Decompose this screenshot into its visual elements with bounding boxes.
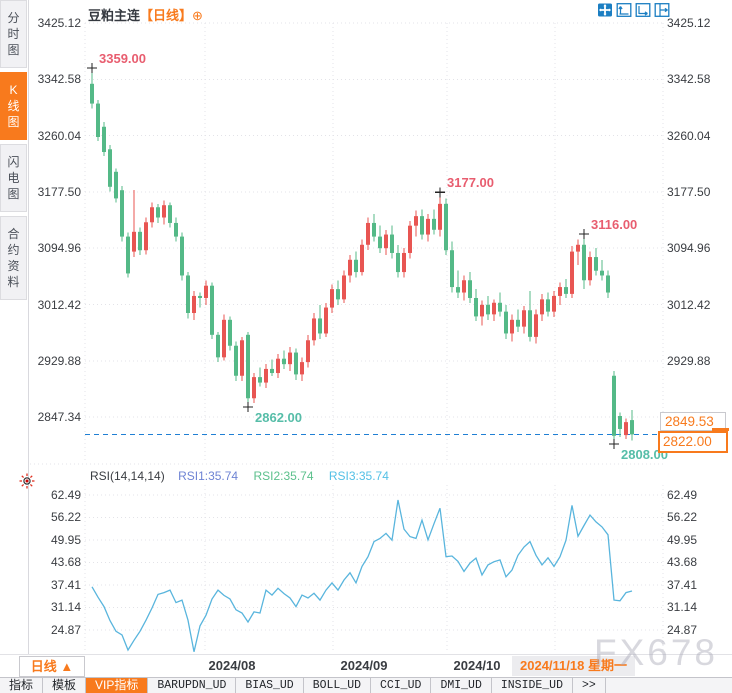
settlement-price-box: 2849.53 [660, 412, 726, 431]
period-selector[interactable]: 日线 ▲ [19, 656, 85, 677]
price-axis-label: 2847.34 [37, 410, 81, 425]
add-indicator-icon[interactable]: ⊕ [192, 8, 203, 23]
rsi2-value: RSI2:35.74 [253, 469, 314, 483]
time-axis-label: 2024/10 [453, 658, 501, 673]
alarm-icon [19, 473, 35, 489]
price-axis-label: 2929.88 [37, 353, 81, 368]
rsi-axis-label: 31.14 [50, 600, 81, 615]
indicator-tab-bar: 指标 模板 VIP指标 BARUPDN_UD BIAS_UD BOLL_UD CCI_UD D… [0, 677, 732, 693]
sidebar-tab-分时图[interactable]: 分时图 [0, 0, 27, 68]
price-axis-label: 3425.12 [37, 16, 81, 30]
time-axis-row: 日线 ▲ 2024/08 2024/09 2024/10 2024/11/18 星期… [0, 654, 732, 677]
time-axis-label: 2024/08 [208, 658, 256, 673]
instrument-title: 豆粕主连【日线】⊕ [88, 5, 203, 24]
price-annotation: 2862.00 [255, 410, 302, 426]
price-axis-label: 3260.04 [37, 128, 81, 143]
reset-view-icon[interactable] [654, 3, 670, 17]
current-date-label: 2024/11/18 星期一 [512, 656, 635, 676]
rsi-axis-label: 43.68 [50, 555, 81, 570]
bottom-tab-BARUPDN_UD[interactable]: BARUPDN_UD [148, 678, 237, 693]
bottom-tab-模板[interactable]: 模板 [43, 678, 87, 693]
sidebar-divider [28, 0, 29, 654]
rsi3-value: RSI3:35.74 [328, 469, 389, 483]
price-axis-label: 3012.42 [667, 297, 711, 312]
price-axis-label: 3012.42 [37, 297, 81, 312]
chart-toolbar [597, 3, 670, 17]
bottom-tab-BIAS_UD[interactable]: BIAS_UD [236, 678, 304, 693]
last-price-box: 2822.00 [658, 431, 728, 453]
rsi-axis-label: 49.95 [667, 532, 698, 547]
rsi-axis-label: 43.68 [667, 555, 698, 570]
rsi1-value: RSI1:35.74 [178, 469, 239, 483]
rsi-axis-label: 37.41 [667, 577, 698, 592]
rsi-axis-label: 24.87 [50, 622, 81, 637]
sidebar-tab-char: 图 [7, 115, 20, 129]
price-axis-label: 3177.50 [667, 184, 711, 199]
price-marker-dash [712, 428, 729, 431]
sidebar-tab-char: 合 [7, 227, 20, 241]
instrument-name: 豆粕主连 [88, 8, 141, 23]
sidebar-tab-char: 闪 [7, 155, 20, 169]
rsi-axis-label: 56.22 [667, 510, 698, 525]
price-axis-label: 3260.04 [667, 128, 711, 143]
pan-icon[interactable] [597, 3, 613, 17]
sidebar-tab-char: 图 [7, 43, 20, 57]
sidebar-tab-char: 图 [7, 187, 20, 201]
rsi-axis-label: 37.41 [50, 577, 81, 592]
sidebar-tab-char: 约 [7, 243, 20, 257]
time-axis-label: 2024/09 [340, 658, 388, 673]
sidebar-tab-char: K [9, 83, 18, 97]
price-axis-label: 3425.12 [667, 16, 711, 30]
price-axis-label: 2929.88 [667, 353, 711, 368]
sidebar-tab-char: 分 [7, 11, 20, 25]
price-annotation: 3359.00 [99, 51, 146, 67]
bottom-tab->>[interactable]: >> [573, 678, 606, 693]
sidebar-tab-合约资料[interactable]: 合约资料 [0, 216, 27, 300]
sidebar-tab-闪电图[interactable]: 闪电图 [0, 144, 27, 212]
price-axis-label: 3177.50 [37, 184, 81, 199]
price-axis-label: 3342.58 [667, 72, 711, 87]
axis-zoom-y-icon[interactable] [616, 3, 632, 17]
rsi-title: RSI(14,14,14) [90, 469, 165, 483]
period-label: 【日线】 [140, 8, 193, 23]
axis-zoom-x-icon[interactable] [635, 3, 651, 17]
price-annotation: 3177.00 [447, 175, 494, 191]
sidebar-tab-char: 电 [7, 171, 20, 185]
bottom-tab-INSIDE_UD[interactable]: INSIDE_UD [492, 678, 573, 693]
sidebar-tab-char: 资 [7, 259, 20, 273]
sidebar-tab-char: 时 [7, 27, 20, 41]
price-annotation: 2808.00 [621, 446, 668, 462]
rsi-axis-label: 49.95 [50, 532, 81, 547]
rsi-axis-label: 56.22 [50, 510, 81, 525]
sidebar-tab-char: 线 [7, 99, 20, 113]
rsi-axis-label: 62.49 [50, 488, 81, 502]
rsi-header: RSI(14,14,14) RSI1:35.74 RSI2:35.74 RSI3… [90, 469, 389, 483]
bottom-tab-VIP指标[interactable]: VIP指标 [86, 678, 149, 693]
bottom-tab-指标[interactable]: 指标 [0, 678, 44, 693]
price-axis-label: 3094.96 [37, 241, 81, 256]
sidebar-tab-char: 料 [7, 275, 20, 289]
period-selector-arrow: ▲ [60, 659, 74, 674]
rsi-axis-label: 31.14 [667, 600, 698, 615]
rsi-axis-label: 62.49 [667, 488, 698, 502]
price-annotation: 3116.00 [591, 216, 638, 232]
price-axis-label: 3094.96 [667, 241, 711, 256]
price-axis-label: 3342.58 [37, 72, 81, 87]
period-selector-label: 日线 [30, 659, 57, 674]
bottom-tab-CCI_UD[interactable]: CCI_UD [371, 678, 432, 693]
bottom-tab-BOLL_UD[interactable]: BOLL_UD [304, 678, 372, 693]
bottom-tab-DMI_UD[interactable]: DMI_UD [431, 678, 492, 693]
rsi-axis-label: 24.87 [667, 622, 698, 637]
